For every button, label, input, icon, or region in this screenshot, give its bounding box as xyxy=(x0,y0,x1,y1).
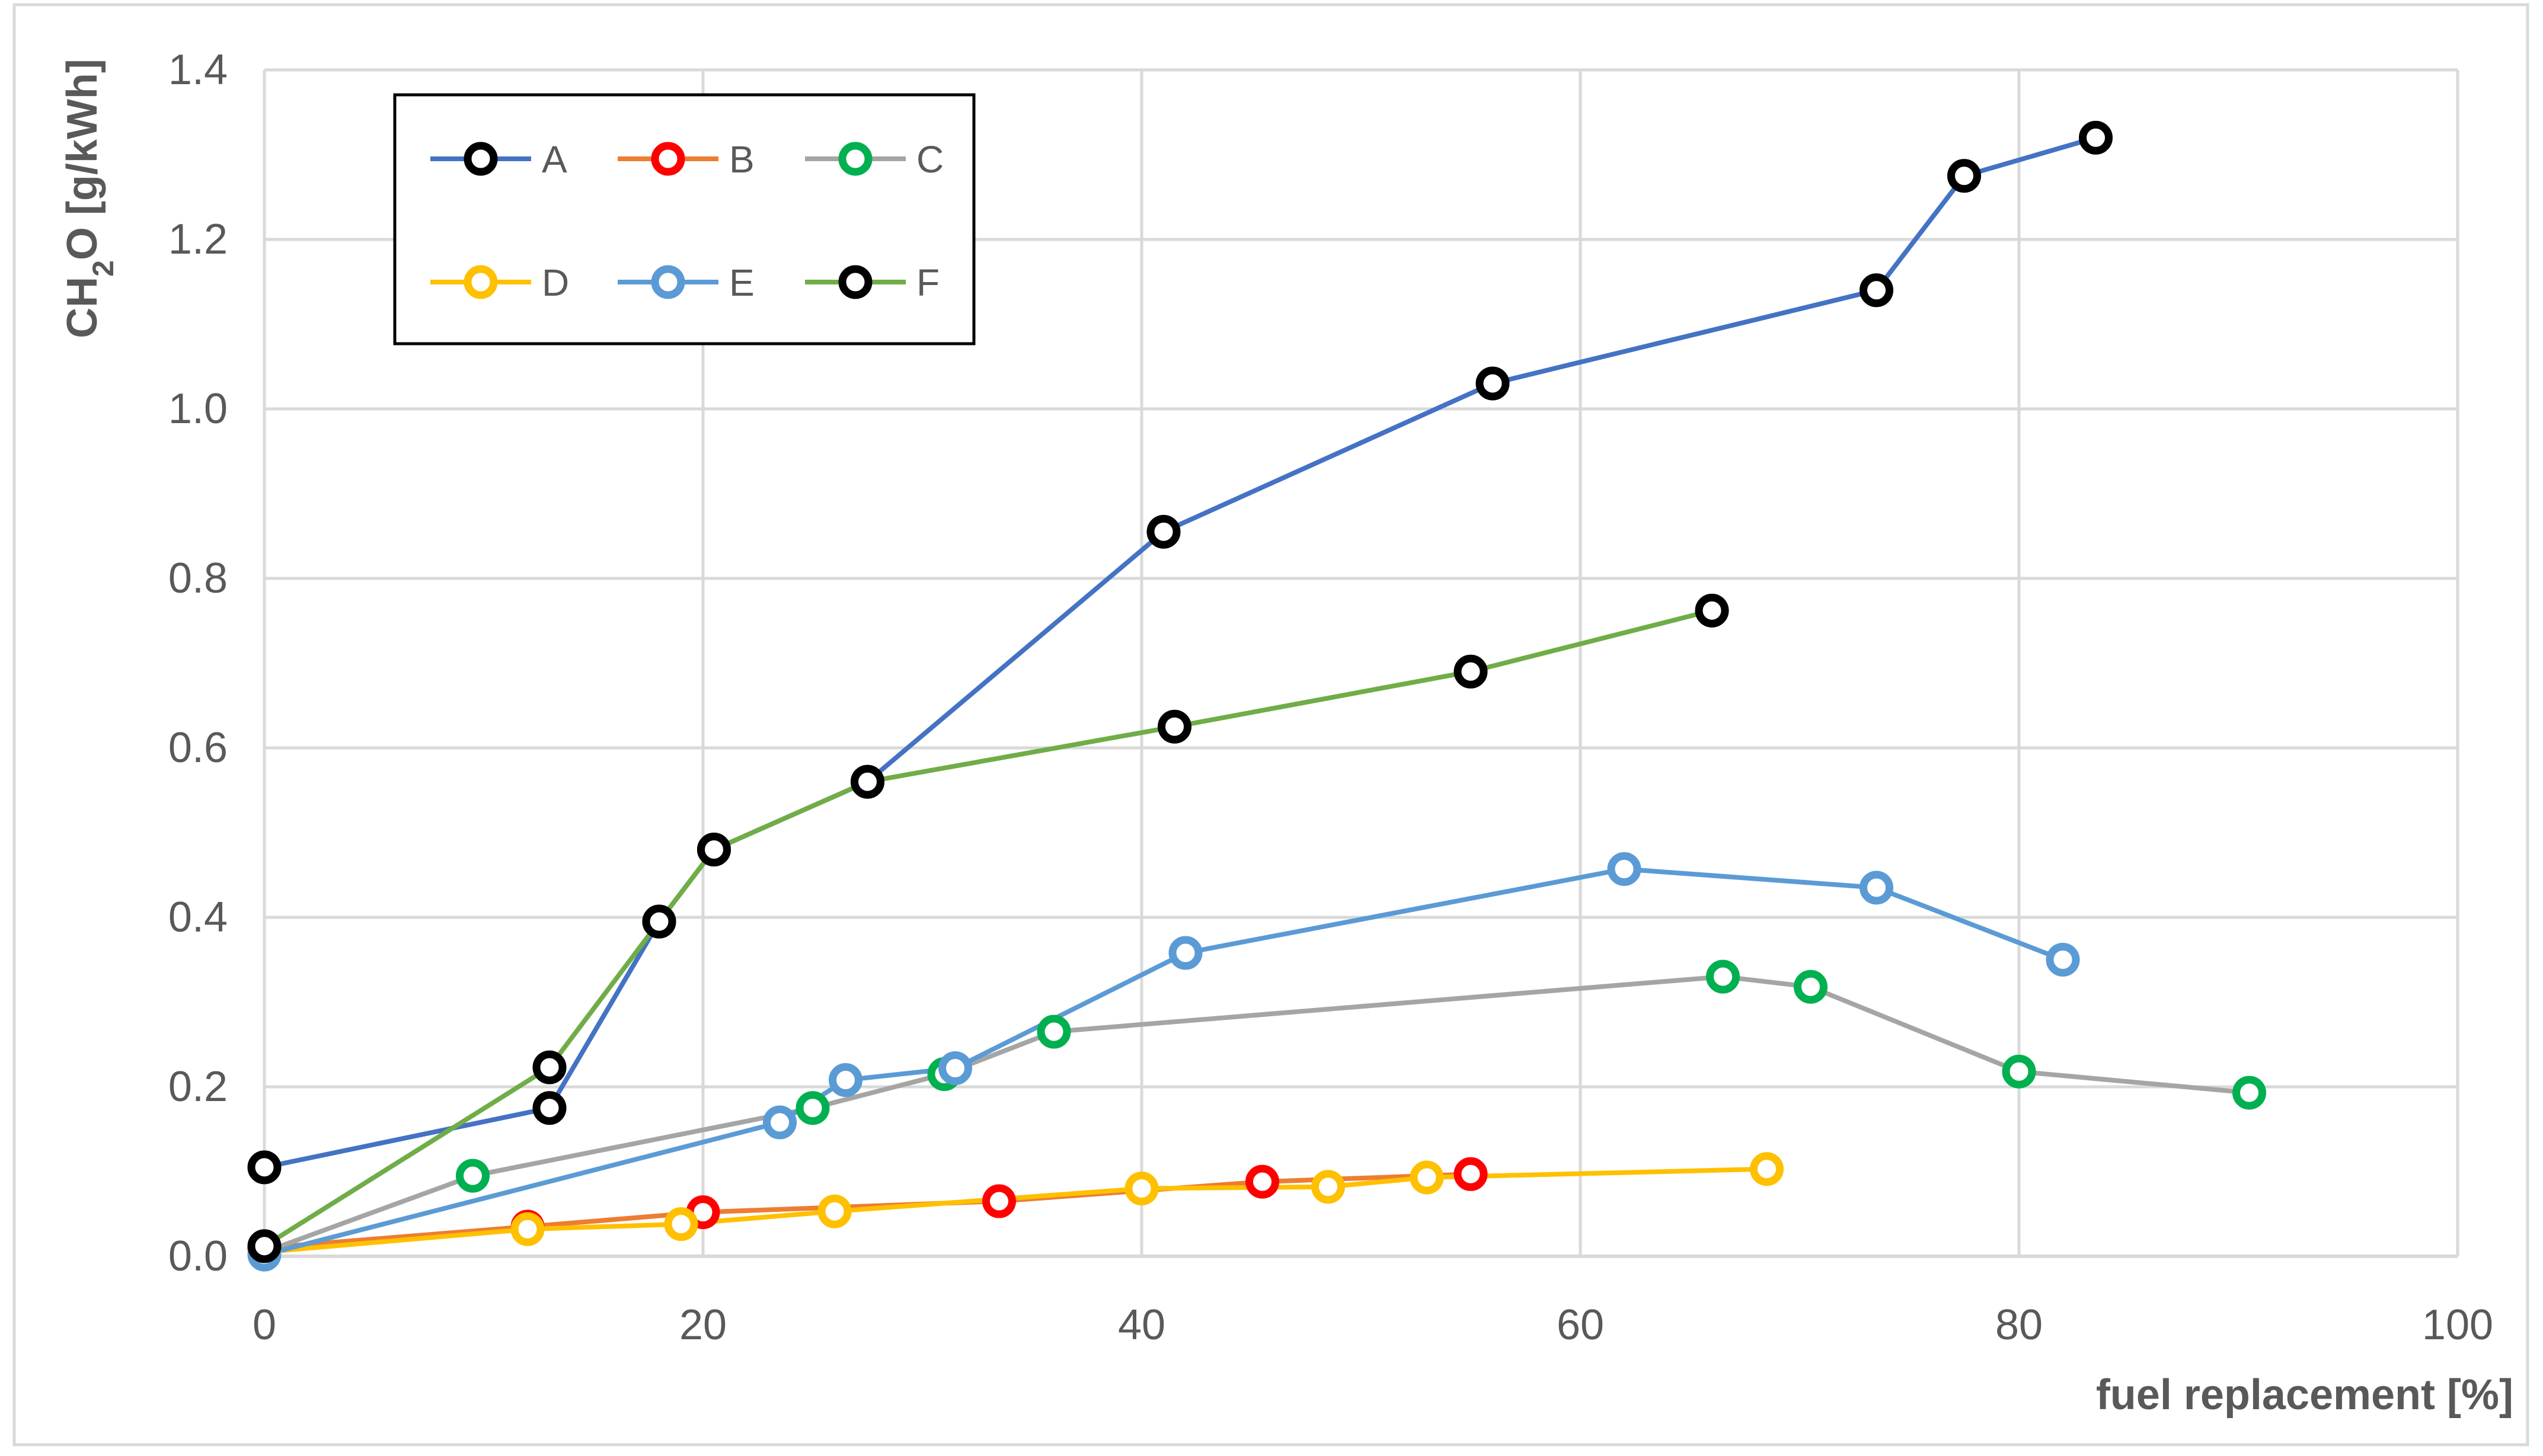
series-A xyxy=(264,135,2097,1170)
legend-marker-F xyxy=(838,265,873,299)
data-point-E xyxy=(938,1051,972,1086)
series-F xyxy=(263,608,1713,1249)
legend-item-D: D xyxy=(430,261,569,304)
legend-item-B: B xyxy=(618,138,755,181)
axes: 0.0 0.2 0.4 0.6 0.8 1.0 1.2 1.4 0 20 40 60 80 100 xyxy=(168,46,2493,1349)
legend-label-F: F xyxy=(916,261,940,304)
series-line-F xyxy=(263,608,1713,1249)
x-tick-label: 40 xyxy=(1118,1301,1165,1349)
series-markers-C xyxy=(247,959,2266,1269)
legend-label-D: D xyxy=(542,261,569,304)
legend-item-A: A xyxy=(430,138,567,181)
data-point-F xyxy=(1453,654,1488,689)
x-tick-label: 60 xyxy=(1557,1301,1604,1349)
data-point-C xyxy=(456,1159,490,1193)
data-point-B xyxy=(1453,1157,1488,1191)
data-point-F xyxy=(642,904,676,939)
x-tick-label: 80 xyxy=(1995,1301,2043,1349)
legend: A B C D E F xyxy=(393,93,976,345)
x-tick-label: 100 xyxy=(2422,1301,2493,1349)
legend-marker-C xyxy=(838,142,873,176)
data-point-F xyxy=(1158,709,1191,744)
data-point-E xyxy=(2046,943,2080,977)
data-point-D xyxy=(1124,1172,1159,1206)
data-point-D xyxy=(817,1194,852,1228)
y-tick-label: 1.4 xyxy=(168,46,228,94)
legend-marker-B xyxy=(651,142,685,176)
y-axis-title: CH2O [g/kWh] xyxy=(59,59,120,338)
legend-label-A: A xyxy=(542,138,567,181)
data-point-C xyxy=(2002,1054,2036,1089)
data-point-F xyxy=(532,1050,567,1084)
data-point-C xyxy=(2232,1076,2266,1110)
y-axis-title-rest: O [g/kWh] xyxy=(59,59,106,260)
data-point-A xyxy=(1146,514,1181,549)
legend-marker-A xyxy=(464,142,498,176)
data-point-C xyxy=(1037,1015,1071,1049)
y-tick-label: 1.0 xyxy=(168,385,228,433)
data-point-A xyxy=(1860,273,1893,308)
data-point-D xyxy=(1410,1160,1444,1195)
legend-box xyxy=(393,93,976,345)
data-point-D xyxy=(510,1212,545,1246)
legend-label-C: C xyxy=(916,138,944,181)
data-point-E xyxy=(1860,871,1893,905)
y-tick-label: 0.6 xyxy=(168,724,228,772)
data-point-E xyxy=(1168,936,1203,970)
data-point-A xyxy=(2079,120,2113,155)
data-point-D xyxy=(664,1207,698,1241)
data-point-D xyxy=(1750,1152,1784,1186)
series-B xyxy=(264,1172,1471,1250)
legend-marker-E xyxy=(651,265,685,299)
data-point-F xyxy=(247,1229,282,1263)
data-point-F xyxy=(851,764,884,799)
series-line-B xyxy=(264,1172,1471,1250)
legend-item-F: F xyxy=(805,261,940,304)
data-point-C xyxy=(796,1091,830,1125)
series-line-A xyxy=(264,135,2097,1170)
data-point-A xyxy=(247,1150,282,1185)
y-axis-title-subscript: 2 xyxy=(87,260,120,277)
data-point-E xyxy=(1607,852,1641,886)
data-point-B xyxy=(982,1184,1016,1218)
legend-item-C: C xyxy=(805,138,944,181)
data-point-C xyxy=(1706,959,1740,994)
legend-label-E: E xyxy=(729,261,755,304)
y-axis-title-main: CH xyxy=(59,277,106,338)
data-point-A xyxy=(1947,159,1981,193)
y-tick-label: 0.0 xyxy=(168,1233,228,1280)
legend-marker-D xyxy=(464,265,498,299)
data-point-A xyxy=(1475,366,1510,401)
data-point-E xyxy=(763,1105,797,1140)
data-point-A xyxy=(532,1091,567,1125)
data-point-E xyxy=(829,1063,862,1097)
data-point-F xyxy=(697,833,731,867)
x-tick-label: 20 xyxy=(679,1301,727,1349)
data-point-C xyxy=(1794,969,1828,1004)
series-markers-F xyxy=(247,593,1729,1263)
y-tick-label: 0.4 xyxy=(168,894,228,941)
x-axis-title: fuel replacement [%] xyxy=(2096,1371,2513,1419)
x-tick-label: 0 xyxy=(253,1301,276,1349)
data-point-F xyxy=(1695,593,1729,628)
y-tick-label: 0.2 xyxy=(168,1063,228,1111)
legend-label-B: B xyxy=(729,138,755,181)
data-point-B xyxy=(1245,1164,1279,1199)
data-point-D xyxy=(1311,1170,1345,1204)
y-tick-label: 1.2 xyxy=(168,216,228,263)
series-layer xyxy=(247,120,2266,1272)
legend-item-E: E xyxy=(618,261,755,304)
chart-outer-border xyxy=(12,3,2529,1447)
y-tick-label: 0.8 xyxy=(168,555,228,602)
